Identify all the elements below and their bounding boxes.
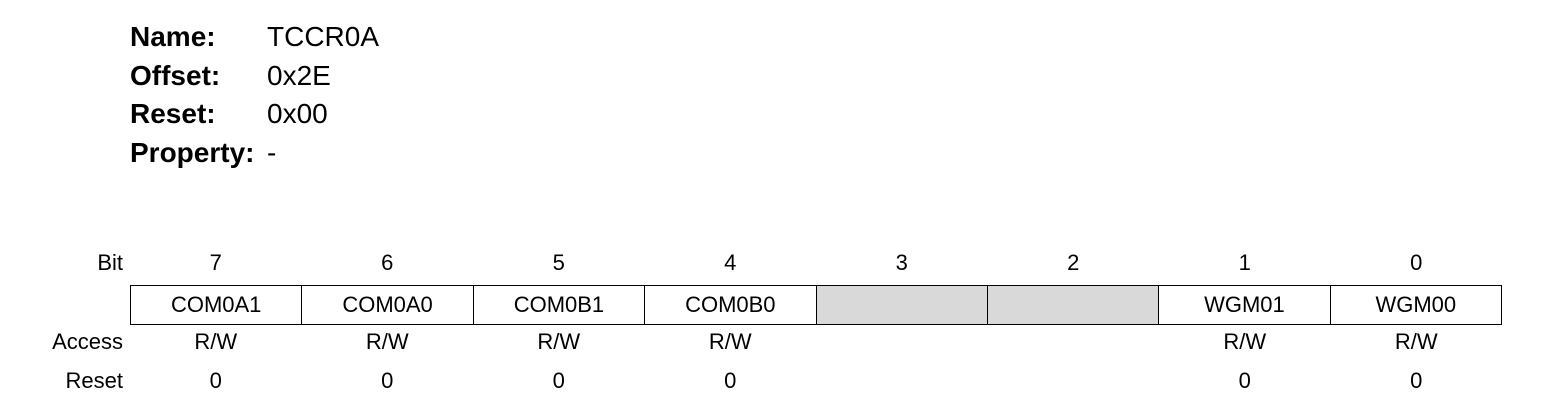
reset-row-label: Reset <box>65 368 123 393</box>
field-cell: COM0B0 <box>644 285 817 325</box>
field-cell: COM0A1 <box>129 285 303 325</box>
reset-value: 0x00 <box>267 98 328 129</box>
reserved-field-cell <box>815 285 988 325</box>
reset-value-cell: 0 <box>1238 368 1251 393</box>
field-cell: COM0B1 <box>472 285 646 325</box>
name-row: Name: TCCR0A <box>130 18 379 57</box>
bit-number: 5 <box>552 250 565 275</box>
reset-value-cell: 0 <box>381 368 394 393</box>
field-cell: WGM00 <box>1329 285 1503 325</box>
field-table: COM0A1 COM0A0 COM0B1 COM0B0 WGM01 WGM00 <box>129 285 1503 325</box>
property-value: - <box>267 136 277 168</box>
access-value: R/W <box>708 329 752 354</box>
access-value: R/W <box>365 329 409 354</box>
reset-row: Reset: 0x00 <box>130 95 379 134</box>
access-value: R/W <box>1223 329 1267 354</box>
bit-number: 3 <box>895 250 908 275</box>
offset-value: 0x2E <box>267 59 331 91</box>
property-row: Property: - <box>130 134 379 173</box>
reset-label: Reset: <box>130 98 216 129</box>
field-row: COM0A1 COM0A0 COM0B1 COM0B0 WGM01 WGM00 <box>129 285 1503 325</box>
offset-label: Offset: <box>130 59 221 91</box>
reserved-field-cell <box>986 285 1160 325</box>
field-cell: WGM01 <box>1158 285 1331 325</box>
reset-value-cell: 0 <box>209 368 222 393</box>
name-label: Name: <box>130 21 216 52</box>
access-value: R/W <box>1394 329 1438 354</box>
name-value: TCCR0A <box>267 21 380 52</box>
bit-row-label: Bit <box>97 250 123 275</box>
access-value: R/W <box>537 329 581 354</box>
property-label: Property: <box>130 136 255 168</box>
bit-number: 2 <box>1067 250 1080 275</box>
offset-row: Offset: 0x2E <box>130 57 379 96</box>
register-info: Name: TCCR0A Offset: 0x2E Reset: 0x00 Pr… <box>130 18 379 172</box>
bit-number: 7 <box>209 250 222 275</box>
reset-value-cell: 0 <box>1410 368 1423 393</box>
reset-value-cell: 0 <box>552 368 565 393</box>
field-cell: COM0A0 <box>301 285 474 325</box>
bit-number: 1 <box>1238 250 1251 275</box>
reset-value-cell: 0 <box>724 368 737 393</box>
bit-number: 0 <box>1410 250 1423 275</box>
bit-number: 4 <box>724 250 737 275</box>
access-row-label: Access <box>52 329 123 354</box>
access-value: R/W <box>194 329 238 354</box>
bit-number: 6 <box>381 250 394 275</box>
